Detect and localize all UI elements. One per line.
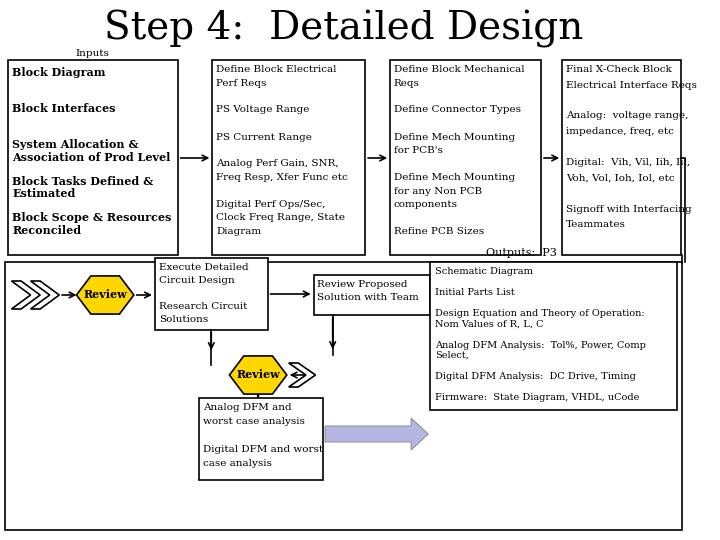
- Text: Review: Review: [236, 369, 280, 381]
- Text: Perf Reqs: Perf Reqs: [216, 78, 266, 87]
- Text: Schematic Diagram: Schematic Diagram: [435, 267, 533, 276]
- Text: PS Voltage Range: PS Voltage Range: [216, 105, 310, 114]
- Text: worst case analysis: worst case analysis: [202, 417, 305, 426]
- Text: Execute Detailed: Execute Detailed: [158, 263, 248, 272]
- Text: Block Diagram: Block Diagram: [12, 67, 106, 78]
- Text: Review Proposed: Review Proposed: [318, 280, 408, 289]
- Text: Select,: Select,: [435, 351, 469, 360]
- Text: Solution with Team: Solution with Team: [318, 293, 419, 302]
- Text: Research Circuit: Research Circuit: [158, 302, 247, 311]
- Text: Final X-Check Block: Final X-Check Block: [566, 65, 672, 74]
- Bar: [431, 262, 677, 410]
- Text: Reqs: Reqs: [394, 78, 420, 87]
- Text: Nom Values of R, L, C: Nom Values of R, L, C: [435, 320, 544, 328]
- Text: Analog DFM and: Analog DFM and: [202, 403, 292, 412]
- Text: Block Scope & Resources
Reconciled: Block Scope & Resources Reconciled: [12, 212, 172, 235]
- Polygon shape: [76, 276, 134, 314]
- Text: Block Tasks Defined &
Estimated: Block Tasks Defined & Estimated: [12, 176, 153, 199]
- Bar: [390, 60, 541, 255]
- Text: case analysis: case analysis: [202, 459, 271, 468]
- Text: Solutions: Solutions: [158, 315, 208, 324]
- Text: Define Mech Mounting: Define Mech Mounting: [394, 132, 515, 141]
- Text: Design Equation and Theory of Operation:: Design Equation and Theory of Operation:: [435, 309, 644, 318]
- Bar: [562, 60, 680, 255]
- Text: PS Current Range: PS Current Range: [216, 132, 312, 141]
- Text: Circuit Design: Circuit Design: [158, 276, 235, 285]
- Text: Refine PCB Sizes: Refine PCB Sizes: [394, 227, 484, 236]
- Text: Signoff with Interfacing: Signoff with Interfacing: [566, 205, 692, 213]
- Text: Define Block Mechanical: Define Block Mechanical: [394, 65, 524, 74]
- Polygon shape: [230, 356, 287, 394]
- Bar: [199, 398, 323, 480]
- Polygon shape: [325, 418, 428, 450]
- Text: for PCB's: for PCB's: [394, 146, 443, 155]
- Text: Review: Review: [84, 289, 127, 300]
- Text: Analog Perf Gain, SNR,: Analog Perf Gain, SNR,: [216, 159, 338, 168]
- Text: Clock Freq Range, State: Clock Freq Range, State: [216, 213, 345, 222]
- Text: Define Block Electrical: Define Block Electrical: [216, 65, 336, 74]
- Text: Firmware:  State Diagram, VHDL, uCode: Firmware: State Diagram, VHDL, uCode: [435, 393, 639, 402]
- Text: impedance, freq, etc: impedance, freq, etc: [566, 127, 674, 136]
- Text: Digital DFM Analysis:  DC Drive, Timing: Digital DFM Analysis: DC Drive, Timing: [435, 372, 636, 381]
- Text: Digital DFM and worst: Digital DFM and worst: [202, 445, 323, 454]
- Text: Inputs: Inputs: [76, 49, 109, 58]
- Text: Digital:  Vih, Vil, Iih, Iil,: Digital: Vih, Vil, Iih, Iil,: [566, 158, 690, 167]
- Text: Outputs:  P3: Outputs: P3: [486, 248, 557, 258]
- Text: Analog:  voltage range,: Analog: voltage range,: [566, 111, 688, 120]
- Text: Initial Parts List: Initial Parts List: [435, 288, 515, 297]
- Text: Define Connector Types: Define Connector Types: [394, 105, 521, 114]
- Bar: [155, 258, 268, 330]
- Bar: [212, 60, 365, 255]
- Bar: [8, 60, 178, 255]
- Text: Electrical Interface Reqs: Electrical Interface Reqs: [566, 80, 697, 90]
- Polygon shape: [289, 363, 315, 387]
- Bar: [5, 262, 682, 530]
- Text: Diagram: Diagram: [216, 227, 261, 236]
- Text: Teammates: Teammates: [566, 220, 626, 229]
- Text: for any Non PCB: for any Non PCB: [394, 186, 482, 195]
- Text: Analog DFM Analysis:  Tol%, Power, Comp: Analog DFM Analysis: Tol%, Power, Comp: [435, 341, 646, 349]
- Text: Digital Perf Ops/Sec,: Digital Perf Ops/Sec,: [216, 200, 325, 209]
- Text: Define Mech Mounting: Define Mech Mounting: [394, 173, 515, 182]
- Text: System Allocation &
Association of Prod Level: System Allocation & Association of Prod …: [12, 139, 171, 163]
- Text: Freq Resp, Xfer Func etc: Freq Resp, Xfer Func etc: [216, 173, 348, 182]
- Bar: [314, 275, 431, 315]
- Text: components: components: [394, 200, 458, 209]
- Polygon shape: [12, 281, 40, 309]
- Polygon shape: [30, 281, 59, 309]
- Text: Block Interfaces: Block Interfaces: [12, 103, 116, 114]
- Text: Voh, Vol, Ioh, Iol, etc: Voh, Vol, Ioh, Iol, etc: [566, 173, 675, 183]
- Text: Step 4:  Detailed Design: Step 4: Detailed Design: [104, 10, 584, 48]
